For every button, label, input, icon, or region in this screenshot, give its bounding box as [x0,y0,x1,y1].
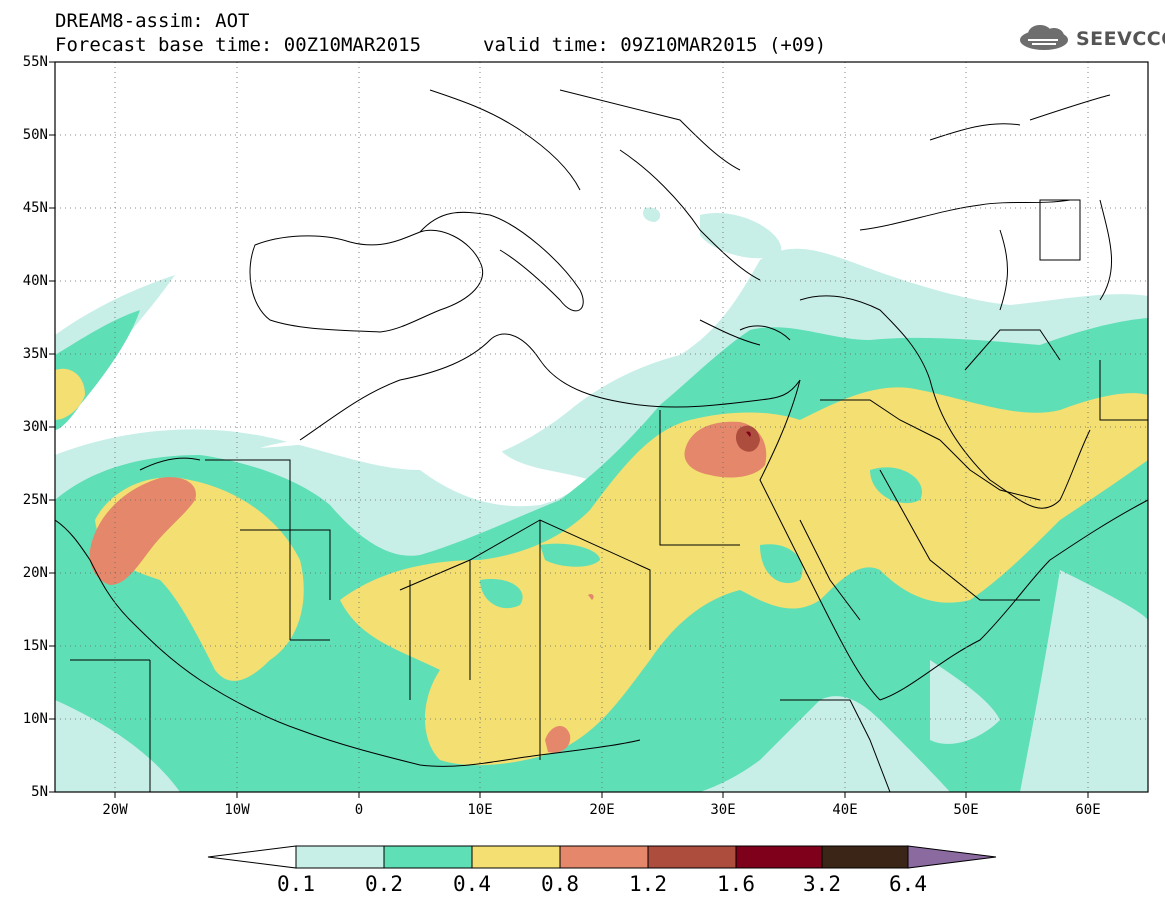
coastlines [55,89,1148,792]
colorbar-label: 0.8 [541,872,579,896]
lon-label: 60E [1075,802,1101,818]
colorbar-bin [735,845,823,869]
colorbar-label: 0.1 [277,872,315,896]
title-line-2: Forecast base time: 00Z10MAR2015 [55,34,422,56]
colorbar-bin [383,845,473,869]
aot-band-0.8 [588,593,594,600]
aot-band-1.6 [746,431,751,437]
colorbar-label: 0.2 [365,872,403,896]
valid-time: valid time: 09Z10MAR2015 (+09) [483,34,827,56]
colorbar [207,845,997,869]
colorbar-bin [559,845,649,869]
colorbar-under [207,845,297,869]
aot-band-0.4 [55,368,85,420]
axis-ticks [49,61,1089,798]
lon-label: 50E [953,802,979,818]
lon-label: 10W [224,802,250,818]
colorbar-label: 0.4 [453,872,491,896]
cloud-icon [1020,25,1068,50]
aot-band-0.8 [89,477,196,585]
lat-label: 20N [22,565,48,581]
lon-label: 20E [589,802,615,818]
lat-label: 50N [22,127,48,143]
aot-band-0.1 [55,275,175,430]
colorbar-label: 3.2 [803,872,841,896]
lat-label: 5N [31,784,48,800]
lon-label: 30E [710,802,736,818]
colorbar-over [907,845,997,869]
gridlines [55,62,1148,792]
aot-band-0.4 [340,387,1148,766]
colorbar-label: 6.4 [889,872,927,896]
seevccc-logo [1020,25,1068,50]
aot-band-0.1 [643,207,661,222]
aot-band-0.1 [700,213,782,259]
lat-label: 30N [22,419,48,435]
lat-label: 40N [22,273,48,289]
colorbar-bin [821,845,909,869]
aot-band-1.2 [735,425,760,452]
lat-label: 25N [22,492,48,508]
logo-text: SEEVCCC [1076,28,1165,50]
colorbar-label: 1.6 [717,872,755,896]
lat-label: 45N [22,200,48,216]
lon-label: 10E [467,802,493,818]
lon-label: 40E [832,802,858,818]
title-line-1: DREAM8-assim: AOT [55,10,250,32]
aot-band-0.8 [545,725,571,753]
lat-label: 15N [22,638,48,654]
colorbar-bin [647,845,737,869]
lon-label: 0 [354,802,364,818]
lat-label: 55N [22,54,48,70]
lon-label: 20W [102,802,128,818]
colorbar-label: 1.2 [629,872,667,896]
colorbar-bin [471,845,561,869]
colorbar-bin [295,845,385,869]
lat-label: 35N [22,346,48,362]
aot-field [55,62,1148,792]
lat-label: 10N [22,711,48,727]
